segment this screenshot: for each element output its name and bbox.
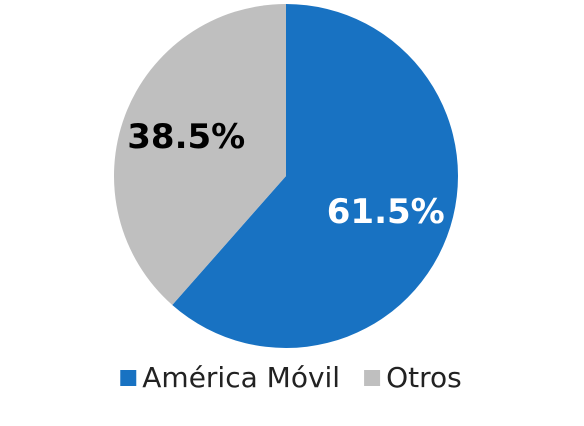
legend-swatch [364, 370, 381, 386]
legend-swatch [120, 370, 137, 386]
data-label: 38.5% [127, 117, 245, 157]
data-label: 61.5% [327, 192, 445, 232]
pie-slice [113, 4, 286, 306]
legend-label: Otros [386, 361, 462, 394]
pie-slice [172, 4, 458, 348]
legend-label: América Móvil [142, 361, 340, 394]
